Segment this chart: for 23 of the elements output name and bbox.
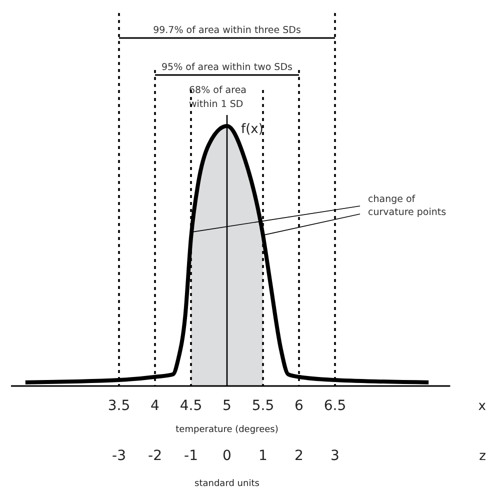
x2-tick-label: -1 xyxy=(184,448,198,464)
x-tick-label: 6 xyxy=(294,398,304,414)
x-tick-label: 5 xyxy=(222,398,232,414)
x-tick-label: 4 xyxy=(150,398,160,414)
x-tick-label: 3.5 xyxy=(108,398,130,414)
x-tick-label: 4.5 xyxy=(180,398,202,414)
annotation: change of curvature points xyxy=(368,194,446,218)
x2-tick-label: 0 xyxy=(222,448,232,464)
x-tick-label: 5.5 xyxy=(252,398,274,414)
ref-line-label: f(x) xyxy=(241,122,264,137)
text: z xyxy=(479,449,486,464)
x2-tick-label: -3 xyxy=(112,448,126,464)
text: 99.7% of area within three SDs xyxy=(153,25,301,36)
text: x xyxy=(478,399,486,414)
band-label: 68% of area within 1 SD xyxy=(189,85,246,110)
x2-tick-label: -2 xyxy=(148,448,162,464)
x2-tick-label: 2 xyxy=(294,448,304,464)
text: 95% of area within two SDs xyxy=(162,62,293,73)
x2-tick-label: 1 xyxy=(258,448,268,464)
x2-tick-label: 3 xyxy=(330,448,340,464)
x-tick-label: 6.5 xyxy=(324,398,346,414)
x-axis-title: temperature (degrees) xyxy=(176,425,278,435)
x2-axis-title: standard units xyxy=(194,479,260,489)
